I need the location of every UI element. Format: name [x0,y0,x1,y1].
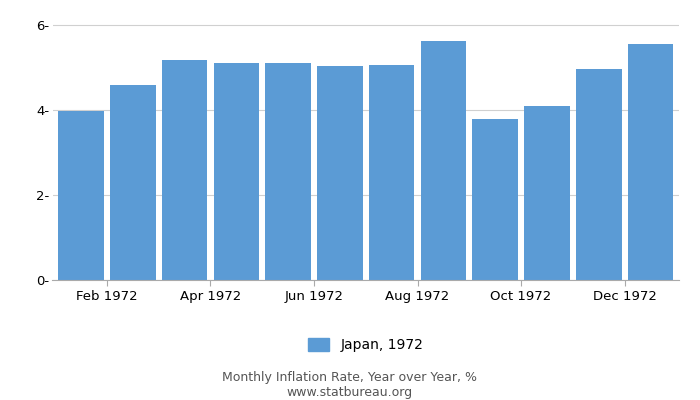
Bar [628,44,673,280]
Bar [317,66,363,280]
Bar [369,65,414,280]
Bar [473,119,518,280]
Legend: Japan, 1972: Japan, 1972 [303,332,428,358]
Bar [214,63,259,280]
Text: Monthly Inflation Rate, Year over Year, %: Monthly Inflation Rate, Year over Year, … [223,372,477,384]
Text: www.statbureau.org: www.statbureau.org [287,386,413,399]
Bar [265,63,311,280]
Bar [110,85,155,280]
Bar [576,68,622,280]
Bar [421,40,466,280]
Bar [58,111,104,280]
Bar [162,60,207,280]
Bar [524,106,570,280]
